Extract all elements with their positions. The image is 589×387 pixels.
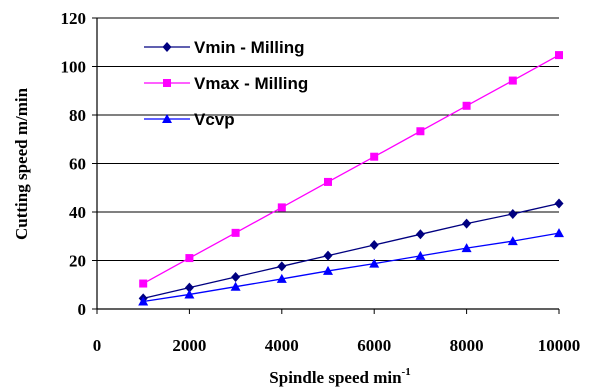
data-point-2-2 [230, 281, 241, 291]
data-point-1-7 [462, 101, 471, 110]
data-point-0-2 [231, 271, 241, 282]
series-0 [138, 198, 564, 304]
series-layer [138, 51, 564, 306]
axes [96, 18, 559, 310]
data-point-2-4 [323, 265, 333, 275]
legend-label-1: Vmax - Milling [194, 74, 308, 93]
legend: Vmin - Milling Vmax - Milling Vcvp [144, 38, 308, 129]
x-tick-label-2: 4000 [265, 336, 299, 355]
data-point-2-0 [138, 296, 149, 306]
y-tick-label-6: 120 [61, 9, 87, 28]
data-point-0-9 [554, 198, 564, 209]
data-point-1-9 [555, 51, 563, 60]
data-point-0-7 [462, 218, 472, 229]
x-tick-label-3: 6000 [357, 336, 391, 355]
legend-entry-2: Vcvp [144, 110, 235, 129]
series-line-2 [143, 232, 560, 303]
data-point-0-1 [184, 282, 194, 293]
data-point-0-8 [508, 208, 518, 219]
grid-lines [97, 17, 559, 261]
x-tick-label-4: 8000 [450, 336, 484, 355]
data-point-1-2 [231, 228, 240, 237]
data-point-0-6 [415, 229, 425, 240]
data-point-0-3 [277, 261, 287, 272]
data-point-2-7 [461, 243, 472, 253]
series-line-0 [143, 202, 560, 299]
y-tick-label-4: 80 [69, 106, 86, 125]
data-point-2-1 [184, 289, 195, 299]
legend-marker-2 [162, 114, 172, 123]
data-point-2-8 [507, 236, 518, 246]
legend-marker-0 [162, 42, 172, 52]
y-axis-label: Cutting speed m/min [12, 87, 31, 240]
data-point-1-0 [139, 279, 148, 288]
legend-label-2: Vcvp [194, 110, 235, 129]
legend-marker-1 [163, 79, 171, 87]
data-point-1-3 [277, 203, 286, 212]
legend-label-0: Vmin - Milling [194, 38, 305, 57]
legend-entry-0: Vmin - Milling [144, 38, 305, 57]
x-axis-label-text: Spindle speed min [269, 368, 402, 387]
y-tick-label-1: 20 [69, 252, 86, 271]
x-axis-label: Spindle speed min-1 [269, 366, 410, 387]
series-line-1 [142, 54, 560, 285]
data-point-2-5 [369, 258, 380, 268]
series-1 [139, 51, 563, 288]
x-tick-label-5: 10000 [538, 336, 581, 355]
y-tick-label-3: 60 [69, 155, 86, 174]
x-tick-label-0: 0 [93, 336, 102, 355]
y-tick-label-5: 100 [61, 58, 87, 77]
data-point-1-8 [508, 76, 517, 85]
data-point-0-4 [323, 250, 333, 261]
data-point-0-5 [369, 239, 379, 250]
data-point-1-1 [185, 254, 194, 263]
data-point-2-6 [415, 250, 426, 260]
data-point-1-4 [324, 177, 332, 186]
y-tick-label-2: 40 [69, 203, 86, 222]
series-2 [138, 228, 564, 306]
data-point-1-5 [370, 152, 379, 161]
x-axis-label-superscript: -1 [402, 366, 411, 378]
x-tick-label-1: 2000 [172, 336, 206, 355]
data-point-1-6 [416, 127, 425, 136]
y-axis-ticks: 0 20 40 60 80 100 120 [61, 9, 97, 319]
data-point-2-9 [554, 228, 564, 238]
y-tick-label-0: 0 [78, 300, 87, 319]
data-point-2-3 [276, 273, 287, 283]
x-axis-ticks: 0 2000 4000 6000 8000 10000 [93, 309, 581, 355]
legend-entry-1: Vmax - Milling [144, 74, 308, 93]
